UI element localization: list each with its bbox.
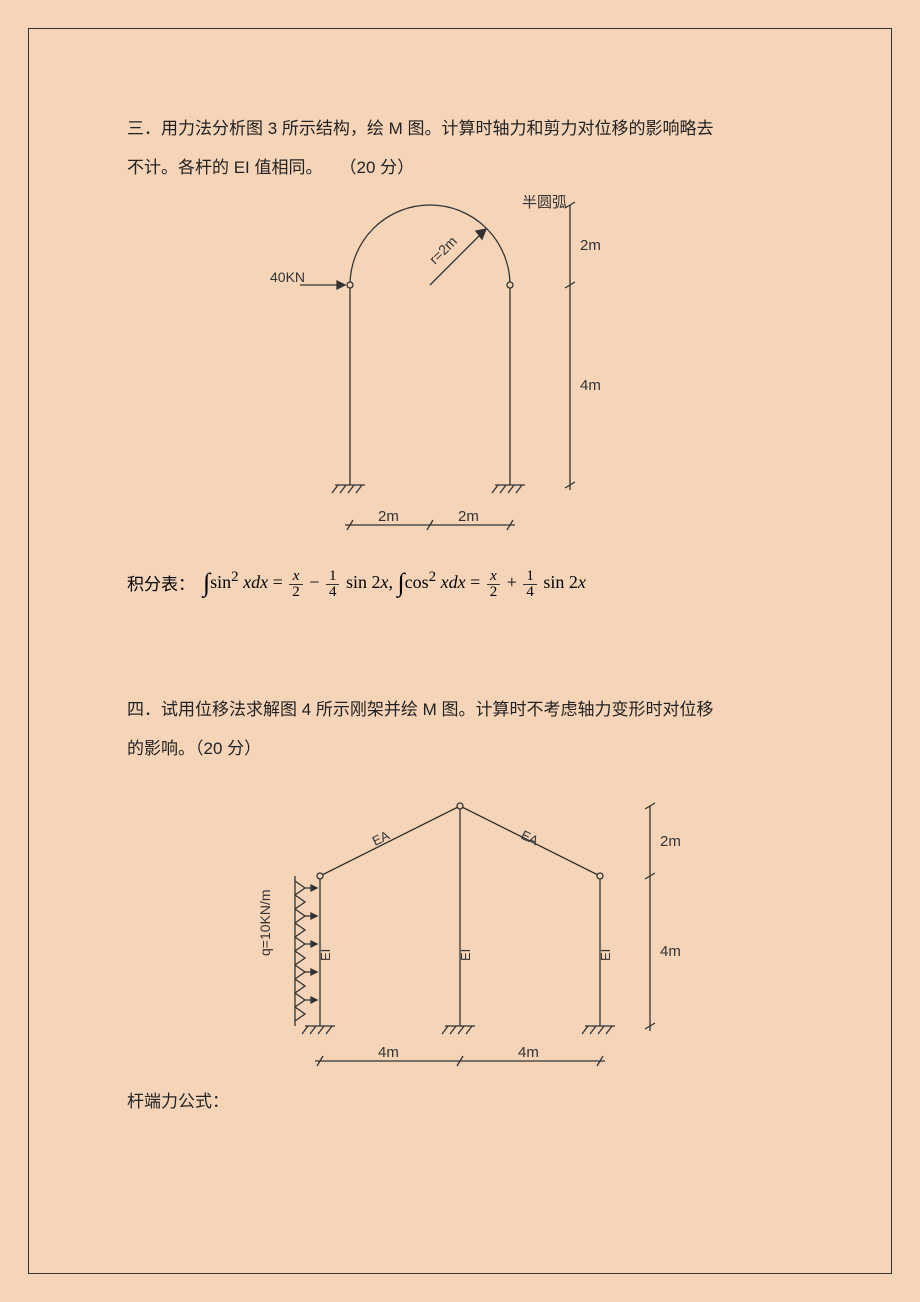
integral-table: 积分表： ∫sin2 xdx = x2 − 14 sin 2x, ∫cos2 x… bbox=[127, 565, 793, 599]
force-label: 40KN bbox=[270, 269, 305, 285]
ei-left: EI bbox=[318, 948, 333, 960]
ei-mid: EI bbox=[458, 948, 473, 960]
semicircle-label: 半圆弧 bbox=[522, 195, 567, 211]
integral-formula: ∫sin2 xdx = x2 − 14 sin 2x, ∫cos2 xdx = … bbox=[203, 565, 586, 599]
vdim-top: 2m bbox=[580, 237, 601, 254]
figure4-svg: q=10KN/m EA EA EI EI EI 2m 4m 4m 4m bbox=[200, 776, 720, 1076]
figure3-svg: 40KN 半圆弧 r=2m 2m 4m 2m 2m bbox=[230, 195, 690, 555]
radius-label: r=2m bbox=[426, 233, 460, 267]
ea-left: EA bbox=[370, 827, 392, 848]
vdim-top-4: 2m bbox=[660, 833, 681, 850]
hdim-right: 2m bbox=[458, 508, 479, 525]
problem4-line2: 的影响。（20 分） bbox=[127, 729, 793, 768]
load-label: q=10KN/m bbox=[257, 889, 273, 956]
ei-right: EI bbox=[598, 948, 613, 960]
hdim-left: 2m bbox=[378, 508, 399, 525]
hdim-left-4: 4m bbox=[378, 1044, 399, 1061]
page-frame: 三．用力法分析图 3 所示结构，绘 M 图。计算时轴力和剪力对位移的影响略去 不… bbox=[28, 28, 892, 1274]
integral-label: 积分表： bbox=[127, 570, 195, 595]
vdim-bottom: 4m bbox=[580, 377, 601, 394]
problem3-line1: 三．用力法分析图 3 所示结构，绘 M 图。计算时轴力和剪力对位移的影响略去 bbox=[127, 109, 793, 148]
figure3: 40KN 半圆弧 r=2m 2m 4m 2m 2m bbox=[127, 195, 793, 555]
end-force-label: 杆端力公式： bbox=[127, 1082, 793, 1121]
problem4-line1: 四．试用位移法求解图 4 所示刚架并绘 M 图。计算时不考虑轴力变形时对位移 bbox=[127, 690, 793, 729]
vdim-bottom-4: 4m bbox=[660, 943, 681, 960]
page-outer: 三．用力法分析图 3 所示结构，绘 M 图。计算时轴力和剪力对位移的影响略去 不… bbox=[0, 0, 920, 1302]
hdim-right-4: 4m bbox=[518, 1044, 539, 1061]
figure4: q=10KN/m EA EA EI EI EI 2m 4m 4m 4m bbox=[127, 776, 793, 1076]
problem3-line2: 不计。各杆的 EI 值相同。 （20 分） bbox=[127, 148, 793, 187]
